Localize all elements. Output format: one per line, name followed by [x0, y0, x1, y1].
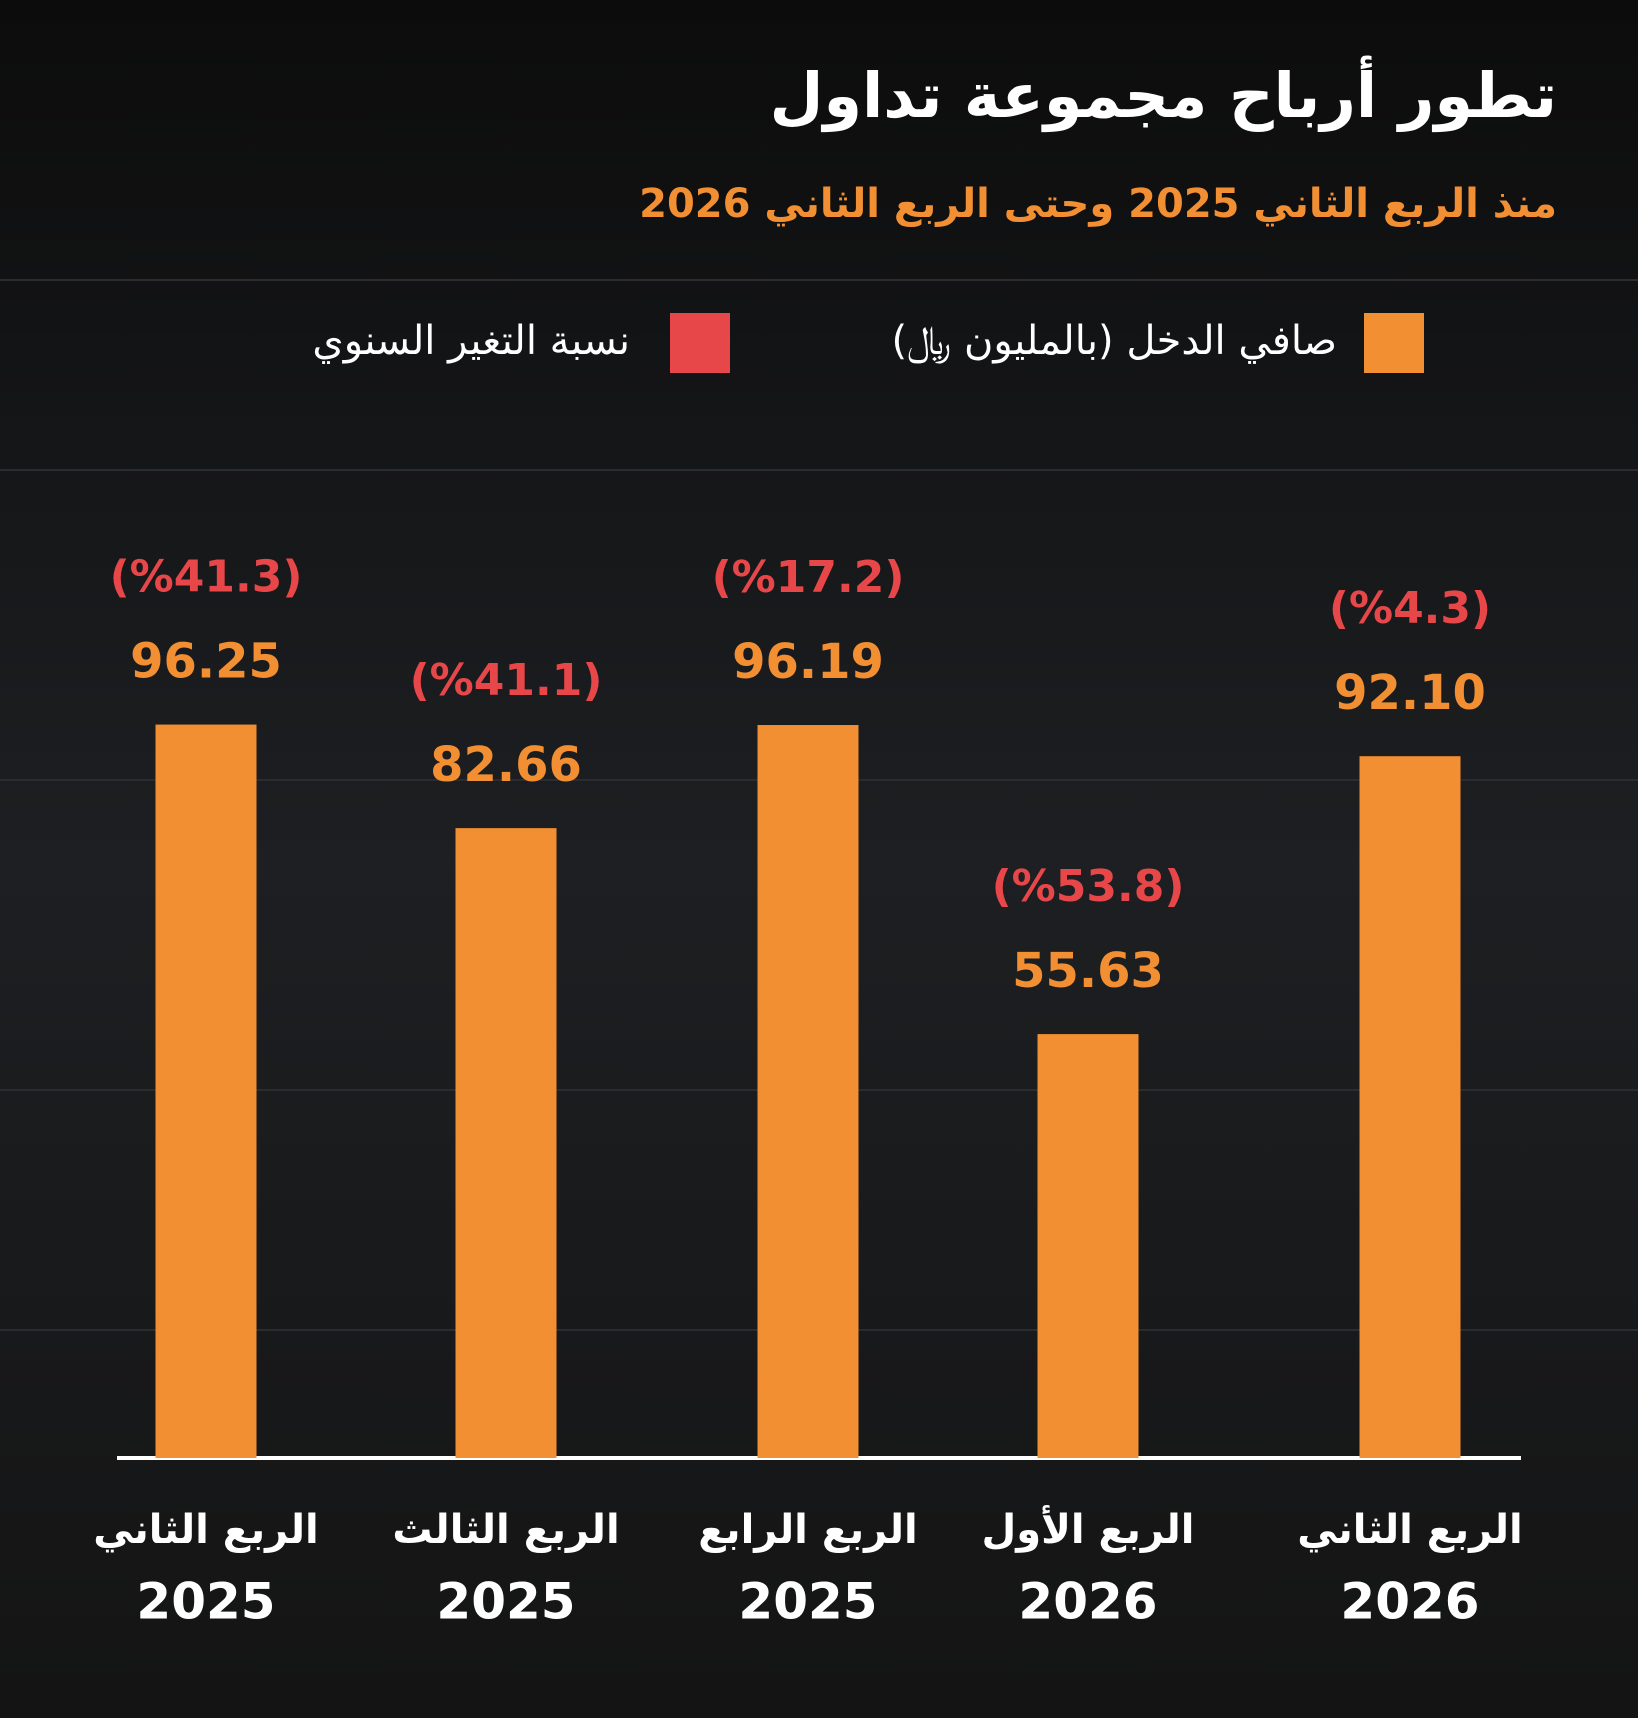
bar	[757, 725, 859, 1458]
x-tick-label: الربع الثاني	[1297, 1507, 1522, 1553]
value-label: 92.10	[1334, 665, 1486, 721]
value-label: 96.25	[130, 634, 282, 690]
x-tick-label-year: 2025	[436, 1573, 575, 1631]
legend-label: صافي الدخل (بالمليون ﷼)	[891, 318, 1337, 365]
change-label: (%41.1)	[410, 655, 603, 706]
x-tick-label: الربع الرابع	[698, 1507, 918, 1553]
x-tick-label: الربع الثالث	[392, 1507, 619, 1553]
bar	[455, 828, 557, 1458]
x-tick-label: الربع الثاني	[93, 1507, 318, 1553]
value-label: 55.63	[1012, 943, 1164, 999]
bar	[155, 724, 257, 1458]
legend-swatch	[670, 313, 730, 373]
legend-label: نسبة التغير السنوي	[312, 318, 630, 364]
value-label: 96.19	[732, 634, 884, 690]
change-label: (%17.2)	[712, 552, 905, 603]
change-label: (%53.8)	[992, 861, 1185, 912]
x-tick-label-year: 2025	[738, 1573, 877, 1631]
change-label: (%4.3)	[1329, 583, 1491, 634]
value-label: 82.66	[430, 737, 582, 793]
x-tick-label-year: 2025	[136, 1573, 275, 1631]
legend-swatch	[1364, 313, 1424, 373]
chart-subtitle: منذ الربع الثاني 2025 وحتى الربع الثاني …	[639, 181, 1557, 227]
x-tick-label: الربع الأول	[982, 1504, 1195, 1553]
chart-title: تطور أرباح مجموعة تداول	[770, 55, 1557, 132]
x-tick-label-year: 2026	[1018, 1573, 1157, 1631]
x-tick-label-year: 2026	[1340, 1573, 1479, 1631]
change-label: (%41.3)	[110, 552, 303, 603]
bar	[1037, 1034, 1139, 1458]
bar	[1359, 756, 1461, 1458]
